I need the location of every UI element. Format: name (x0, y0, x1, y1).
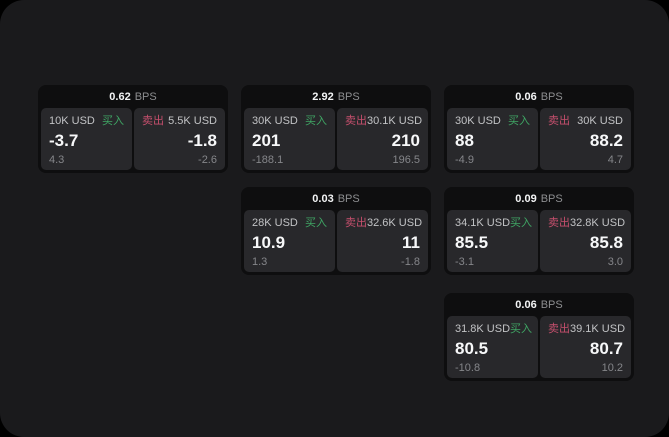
delta-value: 10.2 (601, 362, 623, 374)
delta-value: 1.3 (252, 256, 268, 268)
buy-panel[interactable]: 34.1K USD 买入 85.5 -3.1 (447, 210, 538, 272)
sell-side-label: 卖出 (548, 217, 570, 229)
card-header: 0.03 BPS (241, 187, 431, 210)
buy-panel[interactable]: 30K USD 买入 88 -4.9 (447, 108, 538, 170)
delta-value: 3.0 (607, 256, 623, 268)
amount-label: 30.1K USD (367, 115, 423, 127)
bps-unit: BPS (540, 192, 563, 205)
price-value: 85.8 (589, 233, 623, 252)
delta-value: 196.5 (392, 154, 420, 166)
card-header: 0.06 BPS (444, 293, 634, 316)
buy-panel[interactable]: 30K USD 买入 201 -188.1 (244, 108, 335, 170)
buy-panel[interactable]: 28K USD 买入 10.9 1.3 (244, 210, 335, 272)
buy-side-label: 买入 (510, 217, 533, 229)
amount-label: 30K USD (577, 115, 623, 127)
sell-panel[interactable]: 卖出 30.1K USD 210 196.5 (337, 108, 428, 170)
sell-panel[interactable]: 卖出 32.8K USD 85.8 3.0 (540, 210, 631, 272)
buy-side-label: 买入 (102, 115, 124, 127)
price-value: 210 (391, 131, 420, 150)
sell-side-label: 卖出 (345, 115, 367, 127)
bps-unit: BPS (540, 90, 563, 103)
price-value: 80.5 (455, 339, 489, 358)
sell-side-label: 卖出 (142, 115, 164, 127)
sell-panel[interactable]: 卖出 39.1K USD 80.7 10.2 (540, 316, 631, 378)
buy-panel[interactable]: 31.8K USD 买入 80.5 -10.8 (447, 316, 538, 378)
delta-value: 4.7 (607, 154, 623, 166)
delta-value: -3.1 (455, 256, 474, 268)
bps-unit: BPS (540, 298, 563, 311)
quote-card-2[interactable]: 2.92 BPS 30K USD 买入 201 -188.1 卖出 30.1K … (241, 85, 431, 173)
bps-unit: BPS (337, 192, 360, 205)
bps-value: 0.62 (109, 90, 131, 103)
price-value: 85.5 (455, 233, 489, 252)
price-value: -1.8 (187, 131, 217, 150)
amount-label: 28K USD (252, 217, 298, 229)
buy-sell-panels: 31.8K USD 买入 80.5 -10.8 卖出 39.1K USD 80.… (444, 316, 634, 378)
bps-unit: BPS (337, 90, 360, 103)
sell-panel[interactable]: 卖出 5.5K USD -1.8 -2.6 (134, 108, 225, 170)
delta-value: -1.8 (401, 256, 420, 268)
amount-label: 30K USD (455, 115, 501, 127)
delta-value: -10.8 (455, 362, 481, 374)
bps-value: 0.03 (312, 192, 334, 205)
delta-value: -188.1 (252, 154, 284, 166)
buy-sell-panels: 30K USD 买入 88 -4.9 卖出 30K USD 88.2 4.7 (444, 108, 634, 170)
sell-panel[interactable]: 卖出 30K USD 88.2 4.7 (540, 108, 631, 170)
buy-side-label: 买入 (305, 217, 327, 229)
delta-value: 4.3 (49, 154, 65, 166)
delta-value: -2.6 (198, 154, 217, 166)
price-value: 88.2 (589, 131, 623, 150)
amount-label: 30K USD (252, 115, 298, 127)
buy-side-label: 买入 (508, 115, 530, 127)
buy-sell-panels: 34.1K USD 买入 85.5 -3.1 卖出 32.8K USD 85.8… (444, 210, 634, 272)
buy-side-label: 买入 (510, 323, 533, 335)
bps-value: 0.06 (515, 298, 537, 311)
amount-label: 39.1K USD (570, 323, 626, 335)
price-value: 80.7 (589, 339, 623, 358)
card-header: 0.06 BPS (444, 85, 634, 108)
card-header: 2.92 BPS (241, 85, 431, 108)
amount-label: 34.1K USD (455, 217, 511, 229)
sell-side-label: 卖出 (345, 217, 367, 229)
amount-label: 10K USD (49, 115, 95, 127)
quote-card-5[interactable]: 0.09 BPS 34.1K USD 买入 85.5 -3.1 卖出 32.8K… (444, 187, 634, 275)
buy-sell-panels: 28K USD 买入 10.9 1.3 卖出 32.6K USD 11 -1.8 (241, 210, 431, 272)
sell-side-label: 卖出 (548, 115, 570, 127)
bps-unit: BPS (134, 90, 157, 103)
sell-panel[interactable]: 卖出 32.6K USD 11 -1.8 (337, 210, 428, 272)
bps-value: 0.06 (515, 90, 537, 103)
amount-label: 31.8K USD (455, 323, 511, 335)
buy-sell-panels: 10K USD 买入 -3.7 4.3 卖出 5.5K USD -1.8 -2.… (38, 108, 228, 170)
sell-side-label: 卖出 (548, 323, 570, 335)
buy-sell-panels: 30K USD 买入 201 -188.1 卖出 30.1K USD 210 1… (241, 108, 431, 170)
buy-side-label: 买入 (305, 115, 327, 127)
price-value: 88 (455, 131, 474, 150)
amount-label: 5.5K USD (168, 115, 217, 127)
price-value: 11 (402, 233, 420, 252)
quote-card-4[interactable]: 0.03 BPS 28K USD 买入 10.9 1.3 卖出 32.6K US… (241, 187, 431, 275)
card-header: 0.62 BPS (38, 85, 228, 108)
quote-card-3[interactable]: 0.06 BPS 30K USD 买入 88 -4.9 卖出 30K USD 8… (444, 85, 634, 173)
card-header: 0.09 BPS (444, 187, 634, 210)
buy-panel[interactable]: 10K USD 买入 -3.7 4.3 (41, 108, 132, 170)
quote-card-1[interactable]: 0.62 BPS 10K USD 买入 -3.7 4.3 卖出 5.5K USD… (38, 85, 228, 173)
bps-value: 0.09 (515, 192, 537, 205)
delta-value: -4.9 (455, 154, 474, 166)
quote-card-6[interactable]: 0.06 BPS 31.8K USD 买入 80.5 -10.8 卖出 39.1… (444, 293, 634, 381)
price-value: -3.7 (49, 131, 79, 150)
price-value: 201 (252, 131, 281, 150)
price-value: 10.9 (252, 233, 286, 252)
bps-value: 2.92 (312, 90, 334, 103)
amount-label: 32.6K USD (367, 217, 423, 229)
amount-label: 32.8K USD (570, 217, 626, 229)
